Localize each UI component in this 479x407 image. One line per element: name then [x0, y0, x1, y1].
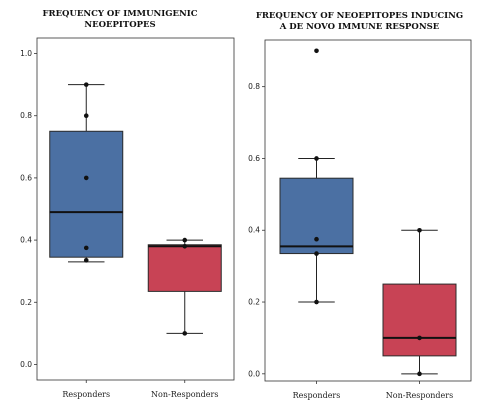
data-point: [417, 335, 422, 341]
data-point: [182, 237, 188, 243]
y-tick-label: 0.8: [20, 111, 32, 120]
chart-title-line-2: A DE NOVO IMMUNE RESPONSE: [279, 22, 440, 32]
data-point: [417, 371, 422, 377]
plot-frame: [36, 37, 235, 381]
data-point: [182, 244, 188, 249]
chart-panel-de-novo: FREQUENCY OF NEOEPITOPES INDUCING A DE N…: [240, 0, 479, 407]
chart-panel-immunogenic: FREQUENCY OF IMMUNIGENIC NEOEPITOPES 0.0…: [0, 9, 240, 399]
data-point: [314, 48, 319, 54]
data-point: [83, 113, 89, 119]
iqr-box: [382, 283, 457, 357]
y-tick-label: 0.4: [248, 226, 260, 235]
y-tick-label: 0.2: [248, 298, 260, 307]
x-tick-label: Non-Responders: [151, 390, 218, 399]
y-tick-label: 0.2: [20, 298, 32, 307]
data-point: [314, 251, 319, 256]
box-responders: [49, 82, 124, 263]
x-tick-label: Responders: [293, 391, 341, 400]
plot-frame: [264, 39, 472, 382]
y-tick-label: 0.8: [248, 82, 260, 91]
y-tick-label: 0.6: [248, 154, 260, 163]
box-non-responders: [147, 237, 222, 336]
box-plot-immunogenic: 0.0 0.2 0.4 0.6 0.8 1.0 Responders Non-Responde…: [20, 37, 235, 399]
data-point: [83, 82, 89, 87]
data-point: [314, 156, 319, 161]
chart-title-line-1: FREQUENCY OF NEOEPITOPES INDUCING: [255, 11, 464, 21]
y-tick-label: 0.4: [20, 236, 32, 245]
data-point: [83, 258, 89, 263]
chart-title-line-2: NEOEPITOPES: [84, 20, 156, 30]
y-tick-label: 0.0: [248, 369, 260, 378]
box-responders: [279, 48, 354, 305]
iqr-box: [279, 177, 354, 255]
y-tick-label: 0.0: [20, 360, 32, 369]
box-non-responders: [382, 227, 457, 377]
data-point: [417, 227, 422, 233]
box-plot-de-novo: 0.0 0.2 0.4 0.6 0.8 Responders Non-Responders: [248, 39, 472, 400]
data-point: [182, 331, 188, 336]
data-point: [314, 236, 319, 242]
iqr-box: [147, 244, 222, 292]
data-point: [314, 299, 319, 305]
chart-title: FREQUENCY OF IMMUNIGENIC NEOEPITOPES: [0, 9, 240, 31]
y-tick-label: 0.6: [20, 173, 32, 182]
data-point: [83, 175, 89, 181]
x-tick-label: Non-Responders: [386, 391, 453, 400]
chart-title-line-1: FREQUENCY OF IMMUNIGENIC: [42, 9, 198, 19]
data-point: [83, 245, 89, 251]
x-tick-label: Responders: [62, 390, 110, 399]
chart-title: FREQUENCY OF NEOEPITOPES INDUCING A DE N…: [240, 11, 479, 33]
iqr-box: [49, 130, 124, 258]
y-tick-label: 1.0: [20, 49, 32, 58]
